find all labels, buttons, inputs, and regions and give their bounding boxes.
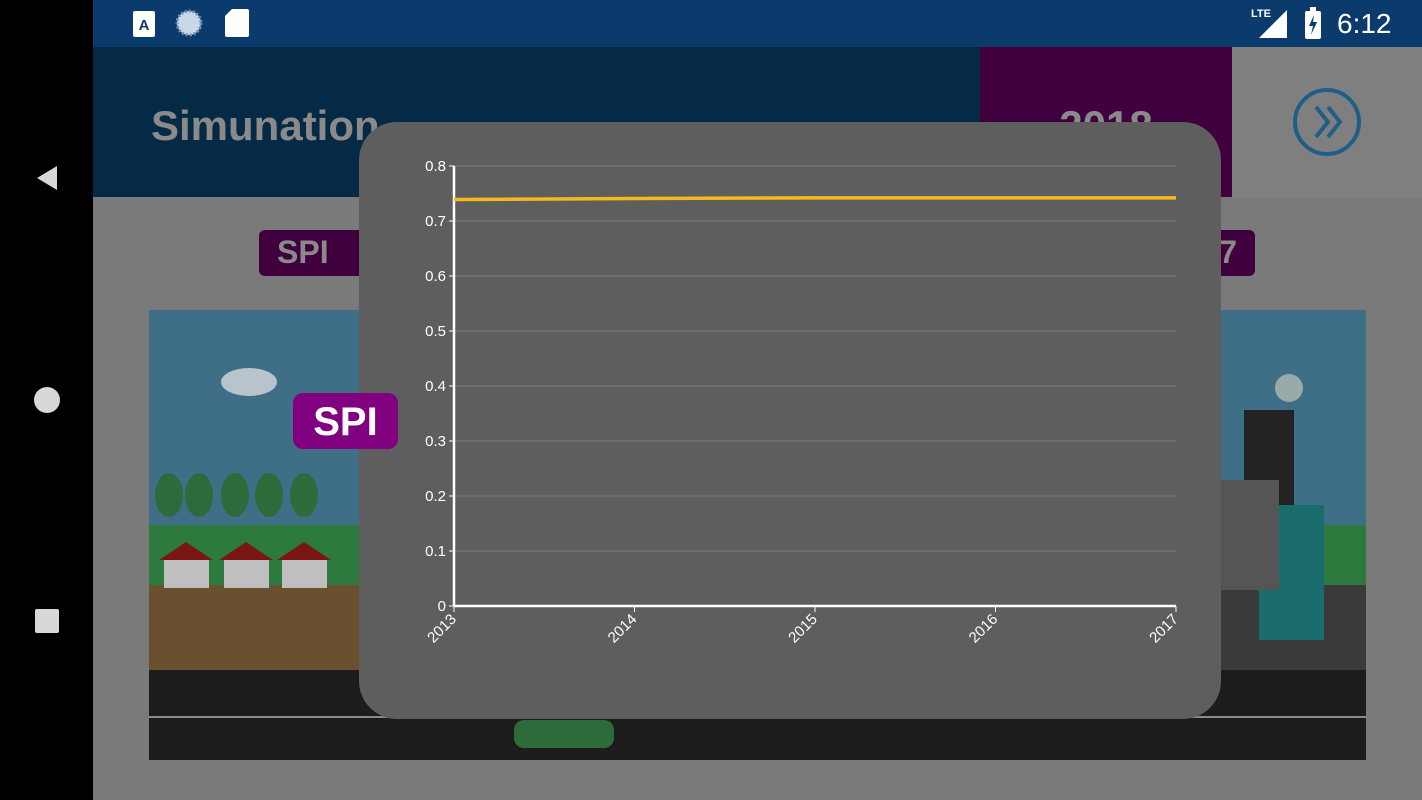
- y-tick-label: 0.4: [425, 378, 446, 395]
- clock: 6:12: [1337, 8, 1392, 39]
- y-tick-label: 0.1: [425, 543, 446, 560]
- y-tick-label: 0.2: [425, 488, 446, 505]
- y-tick-label: 0: [438, 598, 446, 615]
- network-type: LTE: [1251, 8, 1271, 20]
- x-tick-label: 2014: [605, 611, 641, 647]
- x-tick-label: 2013: [424, 611, 460, 647]
- app-title: Simunation: [151, 102, 380, 149]
- y-tick-label: 0.3: [425, 433, 446, 450]
- svg-text:A: A: [139, 17, 150, 34]
- chart-dialog: 0 0.1 0.2 0.3 0.4 0.5 0.6 0.7 0.8 2013 2014 2015 201…: [359, 122, 1221, 719]
- spi-line-chart: 0 0.1 0.2 0.3 0.4 0.5 0.6 0.7 0.8 2013 2014 2015 201…: [424, 158, 1182, 647]
- status-bar: A LTE 6:12: [93, 0, 1422, 47]
- tab-spi[interactable]: SPI: [259, 230, 369, 276]
- font-a-icon: A: [133, 11, 155, 37]
- sync-icon: [175, 9, 203, 37]
- home-icon: [34, 387, 60, 413]
- double-chevron-right-icon: [1293, 88, 1361, 156]
- back-icon: [37, 166, 57, 190]
- back-button[interactable]: [30, 161, 64, 195]
- next-year-button[interactable]: [1232, 47, 1422, 197]
- y-tick-label: 0.6: [425, 268, 446, 285]
- x-tick-label: 2016: [966, 611, 1002, 647]
- recents-icon: [35, 609, 59, 633]
- x-tick-label: 2015: [785, 611, 821, 647]
- y-tick-label: 0.5: [425, 323, 446, 340]
- sd-card-icon: [225, 9, 249, 37]
- y-tick-label: 0.7: [425, 213, 446, 230]
- recents-button[interactable]: [30, 604, 64, 638]
- x-tick-label: 2017: [1146, 611, 1182, 647]
- battery-charging-icon: [1305, 7, 1321, 39]
- y-tick-label: 0.8: [425, 158, 446, 175]
- signal-icon: [1259, 10, 1287, 38]
- spi-badge: SPI: [293, 393, 398, 449]
- series-line: [453, 196, 1176, 202]
- home-button[interactable]: [30, 383, 64, 417]
- navigation-bar: [0, 0, 93, 800]
